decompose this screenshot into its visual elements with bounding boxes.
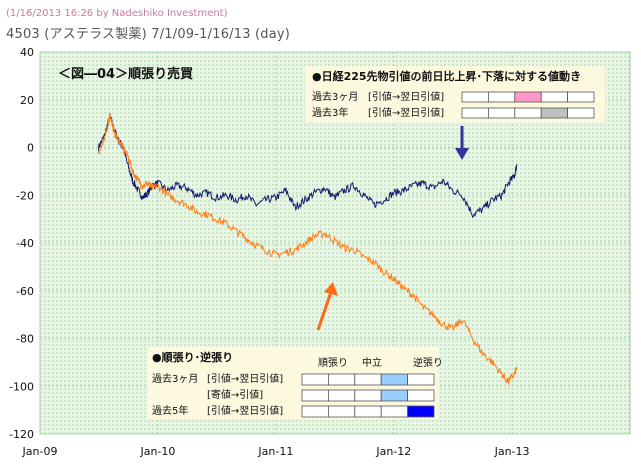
top-legend-box: ●日経225先物引値の前日比上昇･下落に対する値動き 過去3ヶ月 [引値→翌日引値… (305, 66, 605, 122)
top-row-cell (461, 91, 489, 103)
x-tick-label: Jan-09 (22, 445, 58, 458)
top-row-cell (514, 91, 542, 103)
bottom-row-period: 過去5年 (152, 404, 188, 417)
bottom-row-cell (407, 389, 435, 402)
top-legend-title: ●日経225先物引値の前日比上昇･下落に対する値動き (312, 69, 581, 83)
bottom-row-period: 過去3ヶ月 (152, 373, 198, 385)
bottom-row-cell (327, 405, 356, 418)
series-line-orange (98, 112, 518, 386)
top-row-cell (540, 91, 569, 103)
y-axis: 40 20 0 -20 -40 -60 -80 -100 -120 (9, 46, 34, 441)
top-row-cell (487, 91, 516, 103)
x-tick-label: Jan-11 (257, 445, 293, 458)
bottom-row-cell (354, 389, 382, 402)
bottom-header-label: 中立 (362, 356, 382, 369)
bottom-row-cell (327, 373, 356, 386)
top-row-period: 過去3年 (312, 106, 348, 119)
chart-header-title: 4503 (アステラス製薬) 7/1/09-1/16/13 (day) (6, 27, 291, 42)
x-axis: Jan-09 Jan-10 Jan-11 Jan-12 Jan-13 (22, 445, 530, 458)
bottom-header-label: 逆張り (413, 356, 443, 369)
top-row-label: [引値→翌日引値] (368, 106, 444, 119)
x-tick-label: Jan-10 (139, 445, 175, 458)
bottom-row-cell (354, 405, 382, 418)
y-tick-label: -120 (9, 428, 34, 441)
top-row-cell (540, 107, 569, 119)
y-tick-label: -40 (16, 237, 34, 250)
top-row-period: 過去3ヶ月 (312, 91, 358, 103)
bottom-row-cell (354, 373, 382, 386)
top-row-cell (514, 107, 542, 119)
y-tick-label: 0 (27, 142, 34, 155)
bottom-row-cell (407, 373, 435, 386)
bottom-row-cell (380, 389, 409, 402)
y-tick-label: 40 (20, 46, 34, 59)
bottom-row-label: [引値→翌日引値] (207, 372, 283, 385)
bottom-row-label: [引値→翌日引値] (207, 404, 283, 417)
bottom-row-cell (327, 389, 356, 402)
up-arrow-icon (316, 282, 338, 331)
chart-title: ＜図―04＞順張り売買 (58, 66, 193, 82)
x-tick-label: Jan-13 (494, 445, 530, 458)
bottom-row-cell (380, 405, 409, 418)
bottom-header-label: 順張り (318, 357, 348, 369)
bottom-legend-box: ●順張り･逆張り 順張り 中立 逆張り 過去3ヶ月 [引値→翌日引値] [寄値→引値] 過… (148, 347, 443, 419)
x-tick-label: Jan-12 (375, 445, 411, 458)
top-row-cell (567, 91, 595, 103)
top-row-label: [引値→翌日引値] (368, 90, 444, 103)
y-tick-label: -20 (16, 189, 34, 202)
series-line-navy (98, 113, 518, 219)
bottom-legend-title: ●順張り･逆張り (152, 350, 233, 364)
bottom-row-label: [寄値→引値] (207, 388, 263, 401)
bottom-row-cell (301, 405, 329, 418)
bottom-row-cell (380, 373, 409, 386)
down-arrow-icon (455, 126, 469, 160)
y-tick-label: 20 (20, 94, 34, 107)
bottom-row-cell (407, 405, 435, 418)
bottom-row-cell (301, 373, 329, 386)
series-lines (98, 112, 518, 386)
top-row-cell (567, 107, 595, 119)
timestamp-header: (1/16/2013 16:26 by Nadeshiko Investment… (6, 8, 228, 19)
top-row-cell (487, 107, 516, 119)
top-row-cell (461, 107, 489, 119)
y-tick-label: -100 (9, 380, 34, 393)
y-tick-label: -80 (16, 333, 34, 346)
y-tick-label: -60 (16, 285, 34, 298)
bottom-row-cell (301, 389, 329, 402)
